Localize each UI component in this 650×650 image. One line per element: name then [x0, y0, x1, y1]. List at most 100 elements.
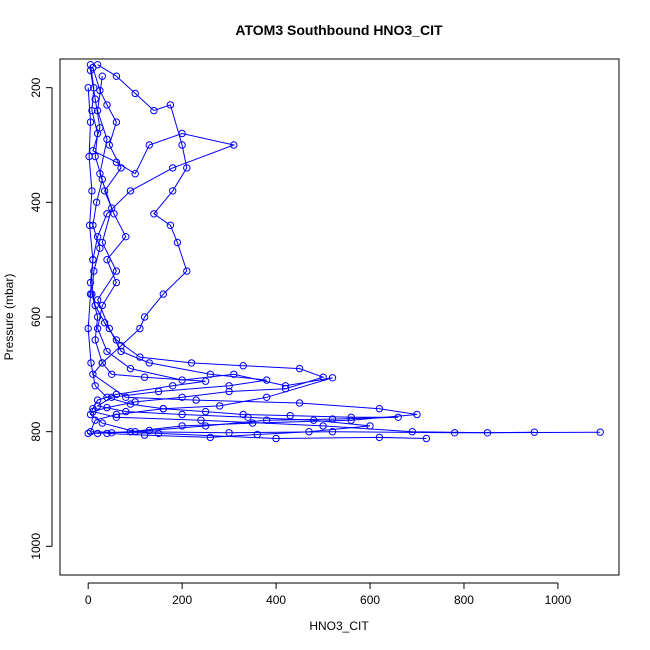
data-point	[166, 101, 175, 109]
data-point	[98, 72, 107, 80]
y-tick-label: 400	[29, 192, 43, 212]
x-tick-label: 800	[454, 593, 474, 607]
data-point	[112, 413, 121, 421]
data-point	[122, 393, 130, 401]
data-point	[91, 95, 99, 103]
data-point	[93, 106, 102, 115]
x-tick-label: 200	[172, 593, 192, 607]
data-point	[112, 72, 121, 80]
data-point	[89, 256, 97, 264]
data-point	[131, 89, 139, 98]
data-point	[88, 187, 96, 195]
data-point	[117, 347, 125, 356]
data-point	[91, 336, 99, 344]
data-point	[173, 238, 182, 247]
data-point	[375, 433, 384, 442]
series	[86, 63, 431, 443]
series-line	[87, 87, 399, 434]
data-point	[394, 413, 402, 421]
data-point	[178, 141, 186, 149]
data-point	[281, 385, 290, 393]
series-line	[89, 67, 427, 440]
data-point	[154, 387, 163, 396]
data-point	[126, 400, 135, 408]
data-point	[178, 129, 186, 138]
data-point	[108, 370, 116, 378]
y-tick-label: 1000	[29, 533, 43, 560]
data-point	[206, 370, 215, 378]
data-point	[169, 164, 177, 172]
data-point	[112, 118, 121, 126]
series-line	[96, 76, 371, 438]
data-point	[92, 198, 101, 207]
data-point	[305, 428, 313, 436]
plot-frame	[59, 58, 620, 576]
data-point	[136, 324, 144, 333]
data-point	[140, 431, 149, 439]
data-point	[413, 410, 421, 419]
data-point	[126, 187, 135, 195]
data-point	[112, 278, 121, 287]
data-point	[103, 347, 111, 356]
data-point	[91, 382, 99, 390]
data-point	[347, 413, 355, 421]
data-point	[286, 411, 294, 420]
data-point	[91, 416, 99, 424]
data-point	[216, 402, 224, 410]
data-point	[86, 118, 95, 126]
data-point	[169, 382, 177, 390]
data-point	[197, 416, 205, 424]
data-point	[88, 106, 96, 115]
data-point	[93, 402, 102, 410]
x-tick-label: 600	[360, 593, 380, 607]
data-point	[85, 152, 93, 161]
data-point	[201, 377, 210, 385]
data-point	[422, 434, 431, 443]
data-point	[178, 422, 186, 430]
y-tick-label: 800	[29, 421, 43, 441]
data-point	[178, 376, 186, 384]
data-point	[230, 141, 238, 149]
data-point	[145, 359, 154, 367]
data-point	[85, 221, 94, 230]
series-line	[89, 70, 535, 434]
data-point	[84, 324, 92, 333]
data-point	[150, 106, 158, 115]
data-point	[84, 429, 92, 438]
x-tick-label: 400	[266, 593, 286, 607]
data-point	[140, 313, 149, 321]
series-line	[89, 64, 601, 434]
data-point	[108, 429, 116, 437]
data-point	[263, 416, 271, 424]
data-point	[319, 422, 327, 430]
series	[84, 84, 402, 438]
data-point	[98, 419, 107, 427]
data-point	[178, 393, 186, 401]
data-point	[596, 428, 604, 436]
data-point	[86, 278, 95, 287]
data-point	[112, 158, 121, 166]
data-point	[206, 433, 215, 442]
data-point	[263, 393, 271, 401]
data-point	[145, 426, 154, 435]
data-point	[239, 362, 247, 370]
data-point	[225, 387, 233, 396]
data-point	[93, 60, 102, 69]
series	[86, 66, 539, 437]
series	[93, 72, 374, 442]
data-point	[239, 410, 247, 419]
data-point	[86, 66, 95, 75]
data-point	[112, 267, 121, 275]
series	[86, 60, 604, 437]
data-point	[159, 290, 168, 298]
data-point	[187, 359, 196, 367]
data-point	[183, 267, 191, 275]
data-point	[122, 407, 130, 416]
data-point	[319, 373, 327, 381]
data-point	[87, 359, 95, 367]
data-point	[98, 359, 107, 367]
x-axis-label: HNO3_CIT	[309, 619, 369, 633]
data-point	[225, 382, 233, 390]
data-point	[145, 141, 154, 149]
data-point	[201, 422, 210, 430]
